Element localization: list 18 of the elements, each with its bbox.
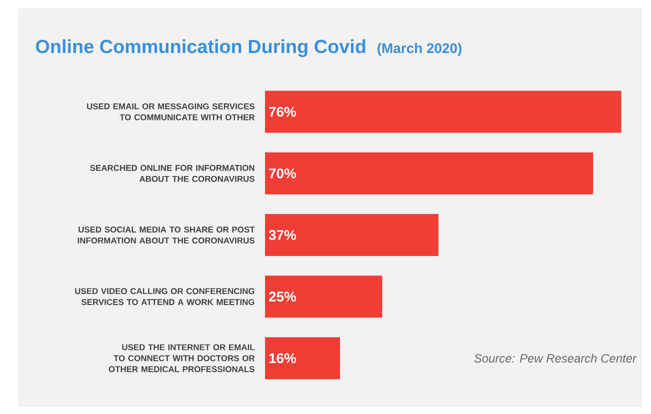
data-label: 25% <box>269 292 296 302</box>
y-tick-label: USED VIDEO CALLING OR CONFERENCING SERVICES TO ATTEND A WORK MEETING <box>75 288 254 306</box>
chart-title: Online Communication During Covid <box>36 39 366 58</box>
y-tick-label: SEARCHED ONLINE FOR INFORMATION ABOUT THE CORONAVIRUS <box>90 164 254 182</box>
bar <box>265 337 340 380</box>
bar <box>265 90 622 133</box>
annotation: Source: Pew Research Center <box>474 354 637 363</box>
bar <box>265 214 438 256</box>
y-tick-label: USED THE INTERNET OR EMAIL TO CONNECT WITH DOCTORS OR OTHER MEDICAL PROFESSIONALS <box>108 344 255 372</box>
y-tick-label: USED EMAIL OR MESSAGING SERVICES TO COMMUNICATE WITH OTHER <box>87 103 255 120</box>
chart-subtitle: (March 2020) <box>378 42 462 56</box>
bar <box>265 276 382 318</box>
data-label: 76% <box>269 106 296 117</box>
data-label: 16% <box>269 353 296 364</box>
y-tick-label: USED SOCIAL MEDIA TO SHARE OR POST INFORMATION ABOUT THE CORONAVIRUS <box>78 226 255 244</box>
bar <box>265 152 594 194</box>
data-label: 70% <box>269 168 296 178</box>
data-label: 37% <box>268 230 296 240</box>
